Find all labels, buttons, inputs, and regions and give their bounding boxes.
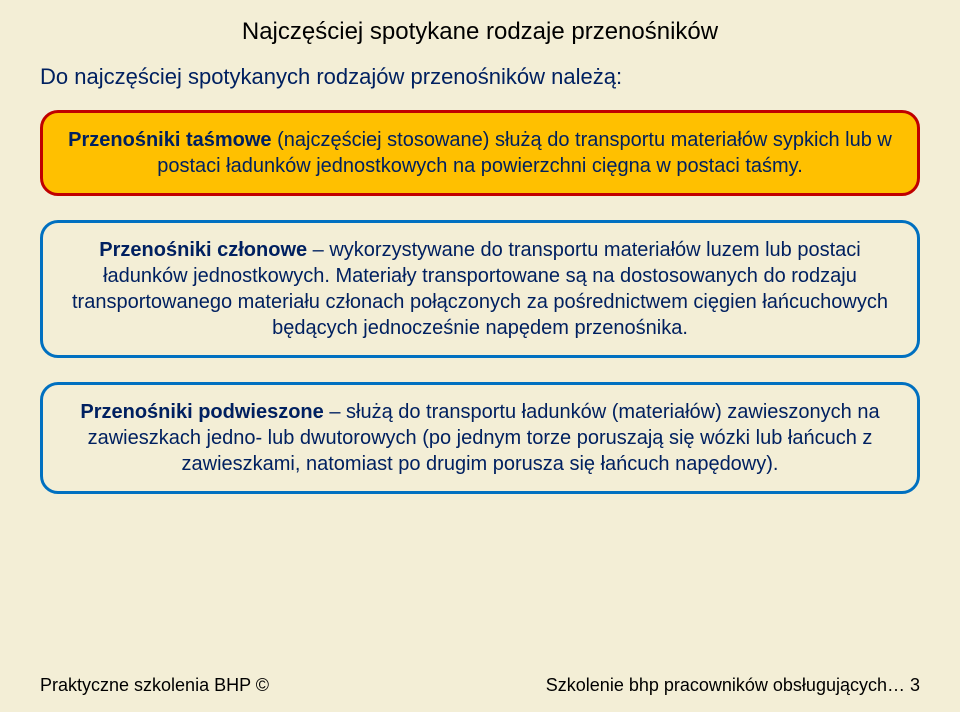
slide: Najczęściej spotykane rodzaje przenośnik… xyxy=(0,0,960,712)
info-box-podwieszone: Przenośniki podwieszone – służą do trans… xyxy=(40,382,920,494)
info-box-tasmowe: Przenośniki taśmowe (najczęściej stosowa… xyxy=(40,110,920,196)
info-box-czlonowe: Przenośniki członowe – wykorzystywane do… xyxy=(40,220,920,358)
footer-right: Szkolenie bhp pracowników obsługujących…… xyxy=(546,675,920,696)
box-bold: Przenośniki podwieszone xyxy=(80,401,323,423)
slide-title: Najczęściej spotykane rodzaje przenośnik… xyxy=(40,18,920,46)
box-bold: Przenośniki taśmowe xyxy=(68,129,271,151)
box-bold: Przenośniki członowe xyxy=(99,239,307,261)
footer-left: Praktyczne szkolenia BHP © xyxy=(40,675,269,696)
footer: Praktyczne szkolenia BHP © Szkolenie bhp… xyxy=(40,675,920,696)
slide-subtitle: Do najczęściej spotykanych rodzajów prze… xyxy=(40,64,920,90)
